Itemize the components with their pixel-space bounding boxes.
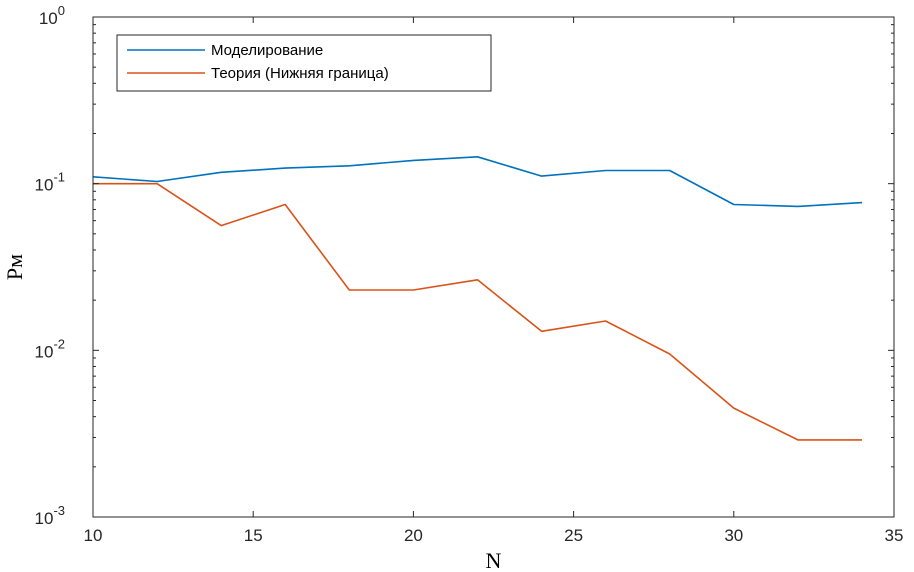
series-line-2 [93,182,862,441]
x-tick-label: 10 [84,526,103,545]
y-axis-label: Pм [2,254,27,280]
x-axis-label: N [486,548,502,572]
y-tick-exponent: -3 [53,503,65,518]
legend-box [116,34,492,92]
y-tick-exponent: 0 [58,3,65,18]
plot-marks [92,156,863,441]
y-tick-label: 10-3 [35,503,65,528]
y-tick-base: 10 [39,9,58,28]
x-tick-label: 15 [244,526,263,545]
series-line-1 [92,156,863,208]
y-tick-base: 10 [35,509,54,528]
y-tick-exponent: -2 [53,336,65,351]
legend-label: Теория (Нижняя граница) [211,65,389,82]
y-tick-base: 10 [35,342,54,361]
legend-label: Моделирование [211,42,323,59]
y-tick-base: 10 [35,176,54,195]
x-tick-label: 35 [885,526,904,545]
x-tick-label: 20 [404,526,423,545]
x-tick-label: 30 [724,526,743,545]
x-tick-label: 25 [564,526,583,545]
y-tick-exponent: -1 [53,170,65,185]
legend: Моделирование Теория (Нижняя граница) [116,34,492,92]
y-tick-label: 10-2 [35,336,65,361]
y-tick-label: 100 [39,3,65,28]
y-tick-label: 10-1 [35,170,65,195]
axes-box [92,16,895,518]
